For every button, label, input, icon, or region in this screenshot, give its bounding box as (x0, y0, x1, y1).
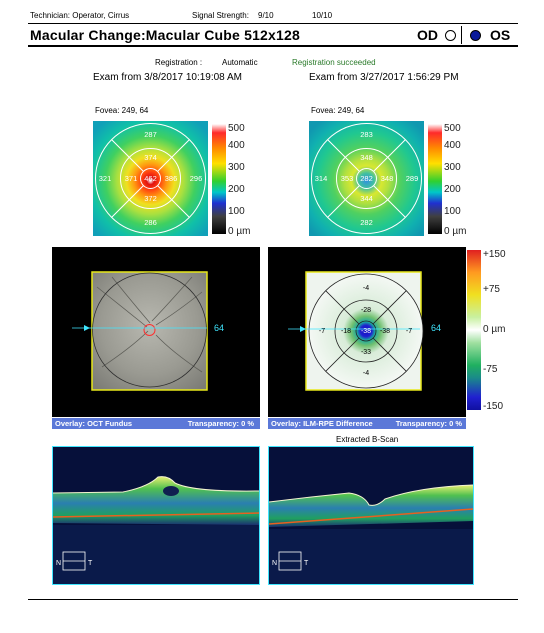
report-title: Macular Change:Macular Cube 512x128 (30, 27, 300, 43)
diff-scale-zero: 0 µm (483, 324, 506, 335)
exam-1-outer-bottom-value: 286 (144, 218, 157, 227)
scale-1-200: 200 (228, 184, 245, 195)
overlay-right-bar[interactable]: Overlay: ILM-RPE Difference Transparency… (268, 418, 466, 429)
scale-2-0: 0 µm (444, 226, 467, 237)
thickness-scale-bar-1 (212, 124, 226, 234)
oct-fundus-image: 64 (72, 271, 224, 391)
header-divider (28, 23, 518, 24)
overlay-right-label: Overlay: ILM-RPE Difference (271, 419, 373, 428)
signal-strength-label: Signal Strength: (192, 11, 249, 20)
registration-label: Registration : (155, 58, 203, 67)
diff-outer-bottom-value: -4 (363, 370, 369, 377)
bscan-1-n-label: N (56, 560, 61, 567)
difference-slice-number: 64 (431, 323, 441, 333)
thickness-map-exam-2[interactable]: 283 348 282 353 348 314 289 344 282 (309, 121, 424, 236)
scale-2-200: 200 (444, 184, 461, 195)
fundus-slice-number: 64 (214, 323, 224, 333)
diff-inner-temporal-value: -38 (380, 328, 390, 335)
diff-inner-top-value: -28 (361, 307, 371, 314)
scale-1-0: 0 µm (228, 226, 251, 237)
diff-scale-plus150: +150 (483, 249, 506, 260)
exam-2-inner-nasal-value: 353 (341, 174, 354, 183)
exam-2-outer-bottom-value: 282 (360, 218, 373, 227)
difference-scale-bar (467, 250, 481, 410)
bscan-2-n-label: N (272, 560, 277, 567)
diff-outer-top-value: -4 (363, 285, 369, 292)
overlay-left-label: Overlay: OCT Fundus (55, 419, 133, 428)
bscan-exam-2[interactable]: N T (268, 446, 474, 585)
scale-2-300: 300 (444, 162, 461, 173)
registration-status: Registration succeeded (292, 58, 376, 67)
bscan-title: Extracted B-Scan (336, 435, 399, 444)
diff-scale-minus150: -150 (483, 401, 504, 412)
diff-center-value: -38 (361, 328, 371, 335)
scale-2-500: 500 (444, 123, 461, 134)
bscan-1-t-label: T (88, 560, 93, 567)
exam-1-inner-bottom-value: 372 (144, 194, 157, 203)
bscan-exam-2-image: N T (269, 484, 473, 584)
exam-2-inner-temporal-value: 348 (381, 174, 394, 183)
scale-1-300: 300 (228, 162, 245, 173)
overlay-right-transparency: Transparency: 0 % (395, 419, 462, 428)
diff-outer-temporal-value: -7 (406, 328, 412, 335)
diff-inner-nasal-value: -18 (341, 328, 351, 335)
eye-od-radio[interactable] (445, 30, 456, 41)
exam-2-inner-bottom-value: 344 (360, 194, 373, 203)
overlay-left-transparency: Transparency: 0 % (187, 419, 254, 428)
exam-2-inner-top-value: 348 (360, 153, 373, 162)
exam-1-outer-top-value: 287 (144, 130, 157, 139)
bscan-exam-1-image: N T (53, 476, 259, 584)
exam-1-fovea: Fovea: 249, 64 (95, 106, 149, 115)
exam-2-center-value: 282 (360, 174, 373, 183)
exam-2-outer-nasal-value: 314 (315, 174, 328, 183)
ilm-rpe-difference-image: -4 -28 -38 -18 -38 -7 -7 -33 -4 64 (288, 271, 441, 391)
ilm-rpe-difference-panel[interactable]: -4 -28 -38 -18 -38 -7 -7 -33 -4 64 (268, 247, 466, 417)
exam-1-inner-nasal-value: 371 (125, 174, 138, 183)
overlay-left-bar[interactable]: Overlay: OCT Fundus Transparency: 0 % (52, 418, 260, 429)
diff-scale-plus75: +75 (483, 284, 500, 295)
signal-strength-os: 10/10 (312, 11, 333, 20)
exam-2-outer-temporal-value: 289 (406, 174, 419, 183)
exam-1-inner-top-value: 374 (144, 153, 157, 162)
eye-od-label: OD (417, 27, 438, 43)
bscan-exam-1[interactable]: N T (52, 446, 260, 585)
oct-fundus-panel[interactable]: 64 (52, 247, 260, 417)
exam-2-outer-top-value: 283 (360, 130, 373, 139)
thickness-scale-bar-2 (428, 124, 442, 234)
technician-label: Technician: Operator, Cirrus (30, 11, 130, 20)
exam-2-title: Exam from 3/27/2017 1:56:29 PM (309, 72, 459, 83)
title-divider (28, 45, 518, 47)
diff-inner-bottom-value: -33 (361, 349, 371, 356)
exam-1-inner-temporal-value: 386 (165, 174, 178, 183)
exam-1-title: Exam from 3/8/2017 10:19:08 AM (93, 72, 242, 83)
exam-1-outer-nasal-value: 321 (99, 174, 112, 183)
eye-separator (461, 26, 462, 44)
diff-outer-nasal-value: -7 (319, 328, 325, 335)
eye-os-radio[interactable] (470, 30, 481, 41)
eye-os-label: OS (490, 27, 511, 43)
signal-strength-od: 9/10 (258, 11, 274, 20)
thickness-map-exam-1[interactable]: 287 374 462 371 386 321 296 372 286 (93, 121, 208, 236)
exam-2-fovea: Fovea: 249, 64 (311, 106, 365, 115)
scale-1-400: 400 (228, 140, 245, 151)
exam-1-outer-temporal-value: 296 (190, 174, 203, 183)
diff-scale-minus75: -75 (483, 364, 498, 375)
footer-divider (28, 599, 518, 600)
scale-1-500: 500 (228, 123, 245, 134)
exam-1-center-value: 462 (144, 174, 157, 183)
scale-2-400: 400 (444, 140, 461, 151)
bscan-2-t-label: T (304, 560, 309, 567)
scale-1-100: 100 (228, 206, 245, 217)
registration-mode: Automatic (222, 58, 258, 67)
scale-2-100: 100 (444, 206, 461, 217)
